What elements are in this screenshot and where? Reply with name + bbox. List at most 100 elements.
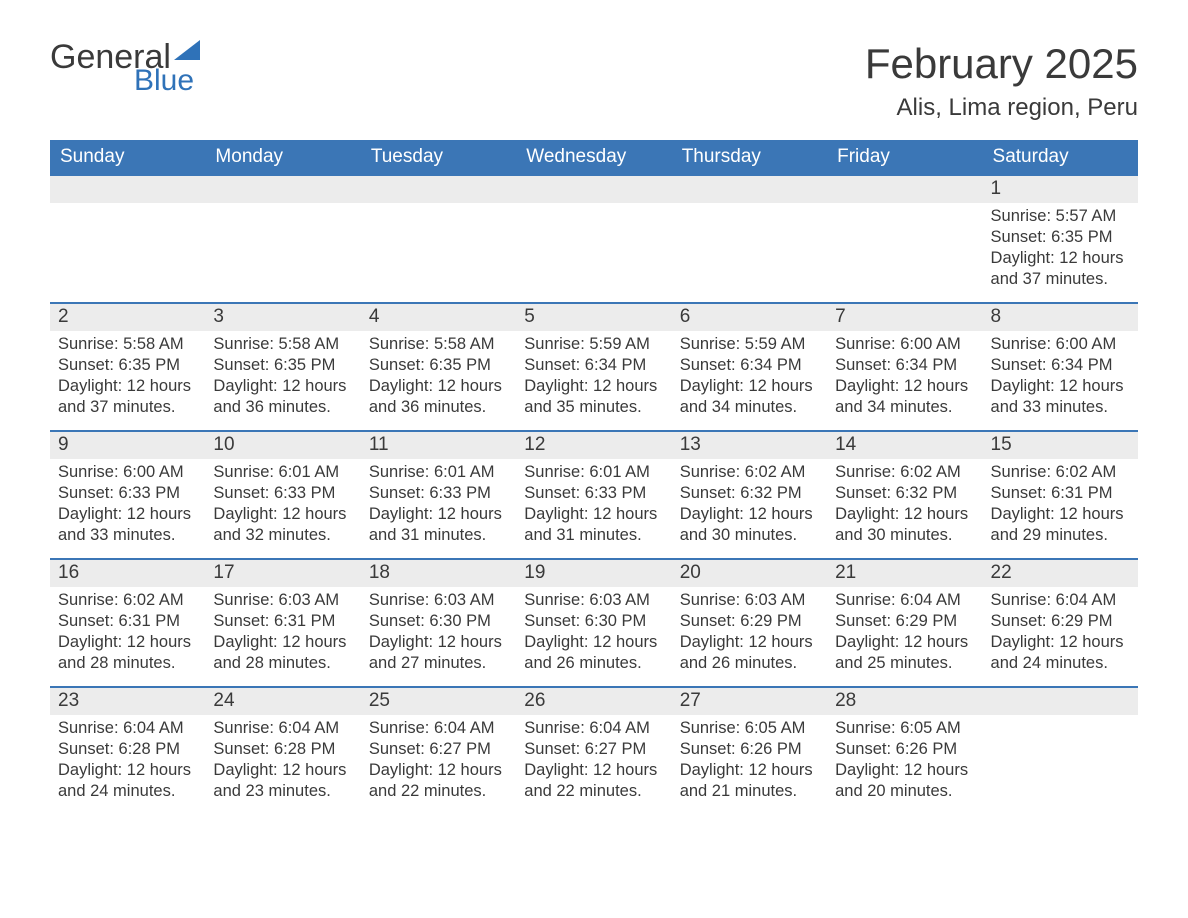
daylight-text: Daylight: 12 hours and 28 minutes. [58, 632, 197, 674]
sunrise-text: Sunrise: 6:03 AM [369, 590, 508, 611]
sunset-text: Sunset: 6:33 PM [524, 483, 663, 504]
calendar-day: 14Sunrise: 6:02 AMSunset: 6:32 PMDayligh… [827, 432, 982, 558]
calendar-day: 13Sunrise: 6:02 AMSunset: 6:32 PMDayligh… [672, 432, 827, 558]
sunset-text: Sunset: 6:35 PM [213, 355, 352, 376]
day-details: Sunrise: 5:59 AMSunset: 6:34 PMDaylight:… [672, 331, 827, 424]
weekday-header: Monday [205, 140, 360, 176]
day-details: Sunrise: 6:02 AMSunset: 6:32 PMDaylight:… [827, 459, 982, 552]
calendar-day: 18Sunrise: 6:03 AMSunset: 6:30 PMDayligh… [361, 560, 516, 686]
sunset-text: Sunset: 6:35 PM [991, 227, 1130, 248]
day-number [361, 176, 516, 203]
calendar-day: 3Sunrise: 5:58 AMSunset: 6:35 PMDaylight… [205, 304, 360, 430]
sunset-text: Sunset: 6:31 PM [213, 611, 352, 632]
calendar-week: 16Sunrise: 6:02 AMSunset: 6:31 PMDayligh… [50, 558, 1138, 686]
daylight-text: Daylight: 12 hours and 20 minutes. [835, 760, 974, 802]
sunrise-text: Sunrise: 6:04 AM [58, 718, 197, 739]
day-details: Sunrise: 6:04 AMSunset: 6:27 PMDaylight:… [361, 715, 516, 808]
sunrise-text: Sunrise: 5:59 AM [680, 334, 819, 355]
day-details: Sunrise: 6:04 AMSunset: 6:29 PMDaylight:… [827, 587, 982, 680]
daylight-text: Daylight: 12 hours and 36 minutes. [213, 376, 352, 418]
day-details: Sunrise: 6:04 AMSunset: 6:29 PMDaylight:… [983, 587, 1138, 680]
day-details: Sunrise: 6:03 AMSunset: 6:31 PMDaylight:… [205, 587, 360, 680]
day-number: 28 [827, 688, 982, 715]
weekday-header: Friday [827, 140, 982, 176]
title-block: February 2025 Alis, Lima region, Peru [865, 40, 1138, 122]
daylight-text: Daylight: 12 hours and 22 minutes. [524, 760, 663, 802]
sunset-text: Sunset: 6:31 PM [991, 483, 1130, 504]
sunrise-text: Sunrise: 6:01 AM [369, 462, 508, 483]
calendar-day: 26Sunrise: 6:04 AMSunset: 6:27 PMDayligh… [516, 688, 671, 814]
day-details: Sunrise: 6:01 AMSunset: 6:33 PMDaylight:… [361, 459, 516, 552]
calendar-day: 25Sunrise: 6:04 AMSunset: 6:27 PMDayligh… [361, 688, 516, 814]
sunrise-text: Sunrise: 5:59 AM [524, 334, 663, 355]
calendar-day [827, 176, 982, 302]
sunset-text: Sunset: 6:29 PM [835, 611, 974, 632]
sunrise-text: Sunrise: 5:58 AM [369, 334, 508, 355]
daylight-text: Daylight: 12 hours and 26 minutes. [524, 632, 663, 674]
day-details: Sunrise: 6:02 AMSunset: 6:31 PMDaylight:… [983, 459, 1138, 552]
sunrise-text: Sunrise: 6:00 AM [835, 334, 974, 355]
day-details: Sunrise: 6:04 AMSunset: 6:27 PMDaylight:… [516, 715, 671, 808]
weekday-header: Sunday [50, 140, 205, 176]
sunrise-text: Sunrise: 6:02 AM [58, 590, 197, 611]
calendar-day [983, 688, 1138, 814]
day-number: 6 [672, 304, 827, 331]
day-number: 18 [361, 560, 516, 587]
sunrise-text: Sunrise: 6:02 AM [991, 462, 1130, 483]
sunset-text: Sunset: 6:33 PM [213, 483, 352, 504]
day-details: Sunrise: 5:58 AMSunset: 6:35 PMDaylight:… [361, 331, 516, 424]
calendar: SundayMondayTuesdayWednesdayThursdayFrid… [50, 140, 1138, 814]
calendar-day: 8Sunrise: 6:00 AMSunset: 6:34 PMDaylight… [983, 304, 1138, 430]
day-details: Sunrise: 5:59 AMSunset: 6:34 PMDaylight:… [516, 331, 671, 424]
calendar-day [205, 176, 360, 302]
weekday-header: Saturday [983, 140, 1138, 176]
day-number [827, 176, 982, 203]
day-number: 16 [50, 560, 205, 587]
sunrise-text: Sunrise: 6:04 AM [369, 718, 508, 739]
daylight-text: Daylight: 12 hours and 24 minutes. [58, 760, 197, 802]
day-number: 2 [50, 304, 205, 331]
day-details: Sunrise: 6:05 AMSunset: 6:26 PMDaylight:… [827, 715, 982, 808]
calendar-day: 28Sunrise: 6:05 AMSunset: 6:26 PMDayligh… [827, 688, 982, 814]
day-number: 20 [672, 560, 827, 587]
calendar-day [361, 176, 516, 302]
sunset-text: Sunset: 6:27 PM [524, 739, 663, 760]
day-details: Sunrise: 6:01 AMSunset: 6:33 PMDaylight:… [516, 459, 671, 552]
day-details: Sunrise: 6:03 AMSunset: 6:30 PMDaylight:… [361, 587, 516, 680]
day-number: 15 [983, 432, 1138, 459]
sunset-text: Sunset: 6:33 PM [58, 483, 197, 504]
day-number: 19 [516, 560, 671, 587]
day-number: 17 [205, 560, 360, 587]
calendar-day [516, 176, 671, 302]
sunset-text: Sunset: 6:34 PM [835, 355, 974, 376]
daylight-text: Daylight: 12 hours and 33 minutes. [58, 504, 197, 546]
calendar-day: 11Sunrise: 6:01 AMSunset: 6:33 PMDayligh… [361, 432, 516, 558]
sunset-text: Sunset: 6:26 PM [680, 739, 819, 760]
daylight-text: Daylight: 12 hours and 31 minutes. [524, 504, 663, 546]
day-details: Sunrise: 6:02 AMSunset: 6:31 PMDaylight:… [50, 587, 205, 680]
sunrise-text: Sunrise: 6:04 AM [991, 590, 1130, 611]
daylight-text: Daylight: 12 hours and 27 minutes. [369, 632, 508, 674]
sunset-text: Sunset: 6:29 PM [991, 611, 1130, 632]
sunset-text: Sunset: 6:30 PM [369, 611, 508, 632]
flag-icon [174, 40, 200, 60]
sunrise-text: Sunrise: 6:05 AM [680, 718, 819, 739]
sunrise-text: Sunrise: 6:03 AM [524, 590, 663, 611]
daylight-text: Daylight: 12 hours and 26 minutes. [680, 632, 819, 674]
calendar-day: 16Sunrise: 6:02 AMSunset: 6:31 PMDayligh… [50, 560, 205, 686]
calendar-week: 1Sunrise: 5:57 AMSunset: 6:35 PMDaylight… [50, 176, 1138, 302]
day-number: 10 [205, 432, 360, 459]
sunrise-text: Sunrise: 6:00 AM [58, 462, 197, 483]
calendar-day: 15Sunrise: 6:02 AMSunset: 6:31 PMDayligh… [983, 432, 1138, 558]
sunrise-text: Sunrise: 6:02 AM [680, 462, 819, 483]
day-number: 12 [516, 432, 671, 459]
daylight-text: Daylight: 12 hours and 29 minutes. [991, 504, 1130, 546]
day-number: 8 [983, 304, 1138, 331]
calendar-day: 22Sunrise: 6:04 AMSunset: 6:29 PMDayligh… [983, 560, 1138, 686]
day-number [205, 176, 360, 203]
day-number: 3 [205, 304, 360, 331]
calendar-day: 10Sunrise: 6:01 AMSunset: 6:33 PMDayligh… [205, 432, 360, 558]
calendar-day: 4Sunrise: 5:58 AMSunset: 6:35 PMDaylight… [361, 304, 516, 430]
day-number: 25 [361, 688, 516, 715]
sunset-text: Sunset: 6:31 PM [58, 611, 197, 632]
